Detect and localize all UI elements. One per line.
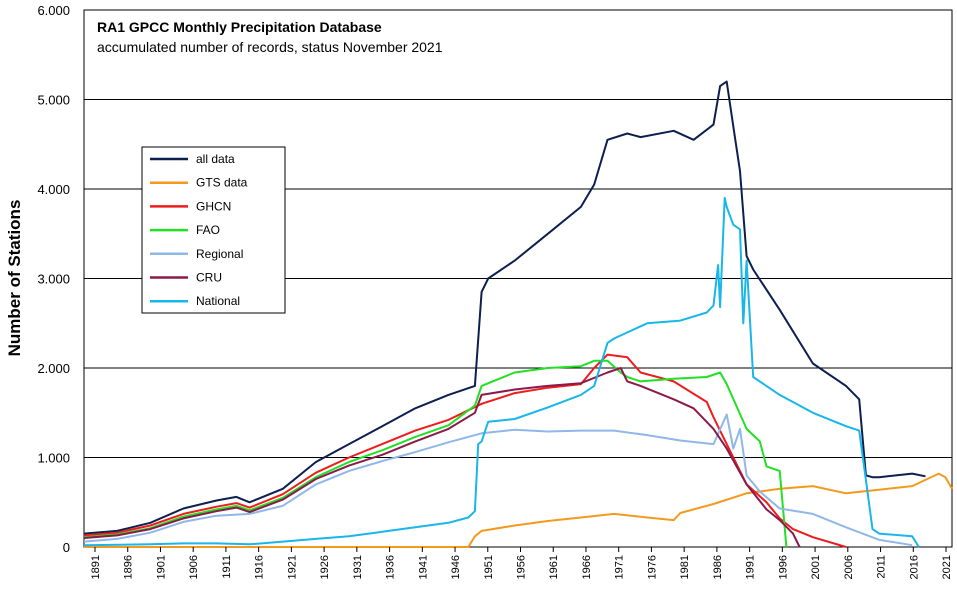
series-line-all-data (83, 80, 926, 535)
legend-label: GTS data (196, 176, 248, 190)
x-tick-label: 2011 (876, 555, 888, 579)
x-tick-label: 1891 (90, 555, 102, 579)
legend-label: FAO (196, 223, 220, 237)
y-tick-labels: 0 1.000 2.000 3.000 4.000 5.000 6.000 (37, 3, 70, 555)
series-line-regional (83, 413, 913, 547)
series-line-national (83, 196, 920, 548)
x-tick-label: 2021 (941, 555, 953, 579)
x-tick-label: 1906 (188, 555, 200, 579)
x-tick-label: 1996 (777, 555, 789, 579)
y-tick-label: 1.000 (37, 451, 70, 466)
series-lines (83, 80, 953, 548)
x-tick-label: 2001 (810, 555, 822, 579)
y-tick-label: 5.000 (37, 93, 70, 108)
legend-label: Regional (196, 247, 243, 261)
chart-subtitle: accumulated number of records, status No… (97, 39, 443, 55)
legend-label: all data (196, 152, 235, 166)
plot-frame (83, 9, 953, 548)
x-tick-label: 1991 (745, 555, 757, 579)
x-tick-label: 1951 (483, 555, 495, 579)
x-tick-label: 1896 (123, 555, 135, 579)
legend-label: CRU (196, 271, 222, 285)
x-tick-label: 1986 (712, 555, 724, 579)
y-tick-label: 2.000 (37, 361, 70, 376)
y-tick-label: 4.000 (37, 182, 70, 197)
x-tick-label: 1931 (352, 555, 364, 579)
x-tick-label: 1901 (155, 555, 167, 579)
x-tick-label: 1961 (548, 555, 560, 579)
x-tick-label: 2006 (843, 555, 855, 579)
x-tick-label: 1946 (450, 555, 462, 579)
series-line-gts-data (84, 472, 953, 548)
x-tick-label: 1981 (679, 555, 691, 579)
x-tick-label: 1976 (646, 555, 658, 579)
x-tick-label: 1911 (221, 555, 233, 579)
y-tick-label: 0 (63, 540, 70, 555)
legend-label: GHCN (196, 199, 231, 213)
chart-title: RA1 GPCC Monthly Precipitation Database (97, 19, 382, 35)
series-line-fao (83, 359, 788, 548)
x-tick-label: 1966 (581, 555, 593, 579)
series-line-cru (83, 367, 801, 548)
legend-label: National (196, 294, 240, 308)
x-tick-label: 2016 (908, 555, 920, 579)
x-tick-label: 1941 (417, 555, 429, 579)
x-tick-label: 1921 (286, 555, 298, 579)
x-tick-label: 1956 (516, 555, 528, 579)
x-tick-labels: 1891 1896 1901 1906 1911 1916 1921 1926 1931 1936… (90, 547, 953, 579)
legend: all data GTS data GHCN FAO Regional CRU Nation… (141, 146, 286, 314)
x-tick-label: 1916 (254, 555, 266, 579)
x-tick-label: 1971 (614, 555, 626, 579)
x-tick-label: 1926 (319, 555, 331, 579)
y-tick-label: 3.000 (37, 272, 70, 287)
y-tick-label: 6.000 (37, 3, 70, 18)
y-axis-label: Number of Stations (5, 200, 24, 357)
x-tick-label: 1936 (385, 555, 397, 579)
